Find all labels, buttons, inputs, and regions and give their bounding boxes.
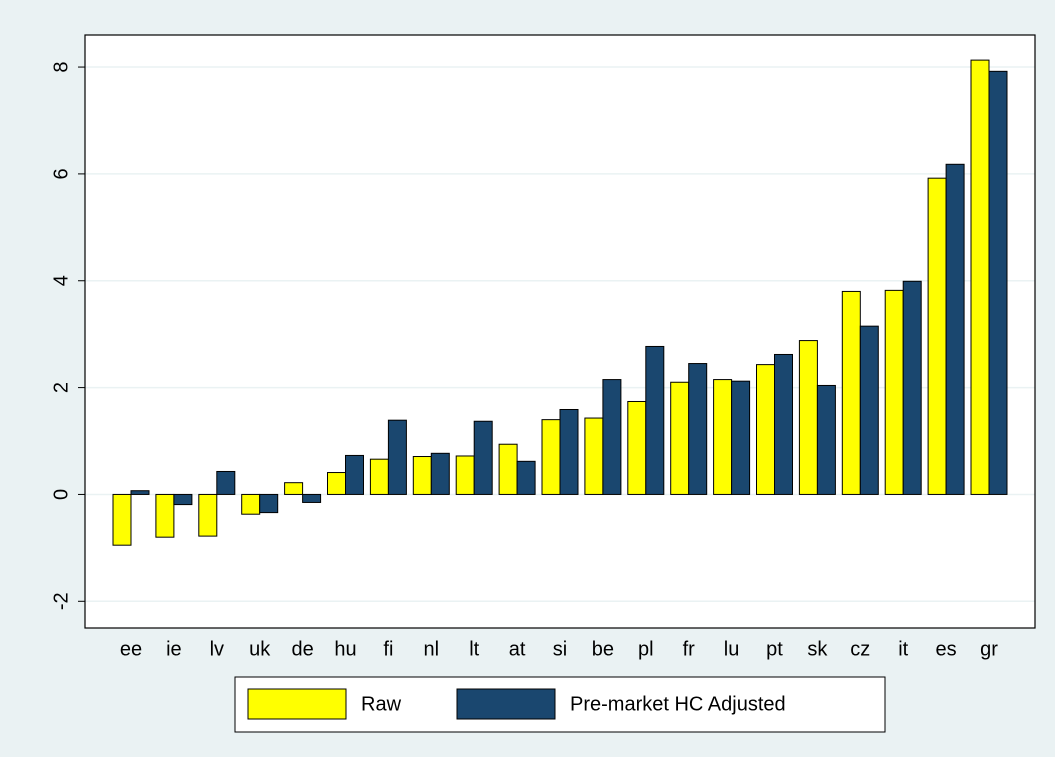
x-tick-label: lu	[724, 638, 740, 660]
bar	[798, 340, 818, 495]
bars	[112, 59, 1008, 546]
bar	[945, 163, 965, 495]
y-tick-label: 8	[50, 61, 72, 72]
bar	[498, 443, 518, 495]
bar	[412, 456, 432, 495]
bar	[559, 408, 579, 495]
bar	[756, 364, 775, 495]
bar	[284, 482, 304, 495]
bar	[241, 493, 261, 515]
bar	[670, 381, 690, 495]
bar	[627, 400, 647, 495]
bar	[713, 379, 733, 495]
x-tick-label: sk	[807, 638, 828, 660]
bar	[387, 419, 407, 495]
x-tick-label: it	[898, 638, 908, 660]
x-tick-label: es	[936, 638, 957, 660]
bar	[302, 493, 322, 503]
x-tick-label: be	[592, 638, 614, 660]
x-tick-label: lv	[210, 638, 224, 660]
bar	[884, 289, 904, 495]
x-tick-label: fi	[383, 638, 393, 660]
x-tick-label: gr	[980, 638, 998, 660]
x-tick-label: cz	[850, 638, 870, 660]
x-tick-label: lt	[469, 638, 479, 660]
x-tick-label: si	[553, 638, 567, 660]
x-tick-label: at	[509, 638, 526, 660]
bar	[516, 460, 536, 495]
bar	[927, 177, 947, 495]
bar	[688, 363, 708, 495]
y-tick-label: 4	[50, 275, 72, 286]
x-tick-label: ee	[120, 638, 142, 660]
legend-items: Raw Pre-market HC Adjusted	[247, 688, 786, 720]
legend-label: Pre-market HC Adjusted	[570, 693, 786, 715]
x-tick-label: pl	[638, 638, 654, 660]
plot-frame	[84, 34, 1036, 629]
bar	[816, 384, 836, 495]
bar	[584, 417, 604, 495]
x-tick-label: de	[291, 638, 313, 660]
bar	[259, 493, 279, 514]
bar	[216, 470, 236, 495]
x-tick-label: hu	[334, 638, 356, 660]
bar	[369, 458, 389, 495]
bar	[774, 353, 793, 495]
bar	[902, 280, 922, 495]
legend-swatch	[456, 688, 556, 720]
x-tick-label: pt	[766, 638, 783, 660]
bar	[112, 493, 132, 546]
bar	[198, 493, 218, 537]
bar	[430, 452, 450, 495]
y-tick-label: -2	[50, 592, 72, 610]
bar	[173, 493, 193, 506]
bar	[988, 70, 1008, 495]
bar	[455, 455, 475, 495]
bar	[327, 472, 346, 495]
bar	[345, 454, 364, 495]
legend-label: Raw	[361, 693, 402, 715]
y-tick-label: 2	[50, 382, 72, 393]
legend-swatch	[247, 688, 347, 720]
bar	[541, 419, 561, 495]
y-tick-label: 6	[50, 168, 72, 179]
bar	[473, 420, 493, 495]
bar	[970, 59, 990, 495]
x-tick-label: fr	[683, 638, 696, 660]
bar	[859, 325, 879, 495]
y-tick-label: 0	[50, 489, 72, 500]
bar	[645, 345, 665, 495]
bar	[602, 379, 622, 495]
bar	[731, 380, 751, 495]
bar	[155, 493, 175, 538]
bar	[130, 490, 150, 495]
x-tick-label: ie	[166, 638, 182, 660]
x-tick-label: nl	[424, 638, 440, 660]
bar	[841, 290, 861, 495]
x-tick-label: uk	[249, 638, 271, 660]
